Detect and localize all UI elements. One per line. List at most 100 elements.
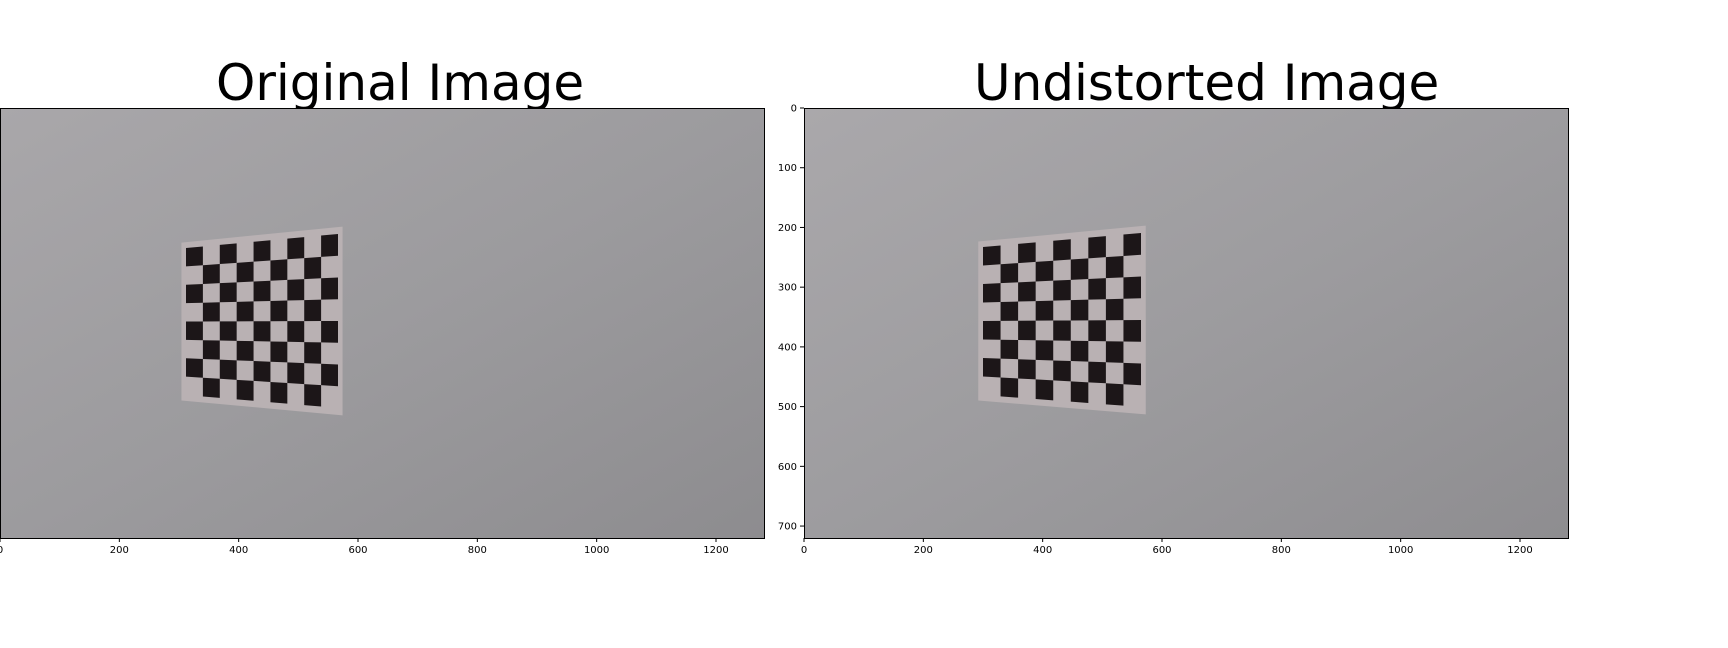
original-photo (0, 108, 765, 538)
original-board-square (321, 363, 338, 387)
original-board-square (219, 321, 237, 341)
original-board-square (270, 381, 288, 404)
original-x-axis: 0 200 400 600 800 1000 1200 (0, 538, 729, 556)
undistorted-board-square (983, 320, 1001, 340)
undistorted-board-square (1088, 236, 1106, 259)
original-board-square (186, 358, 203, 378)
original-x-tick-label: 1200 (703, 545, 728, 556)
original-board-square (270, 300, 288, 322)
original-image-title: Original Image (216, 54, 585, 112)
undistorted-board-square (1088, 320, 1106, 342)
original-board-square (321, 234, 338, 257)
original-x-tick-label: 0 (0, 545, 3, 556)
original-board-square (219, 282, 237, 303)
undistorted-y-tick-label: 200 (778, 223, 797, 234)
undistorted-board-square (1088, 361, 1106, 384)
undistorted-x-tick-label: 0 (801, 545, 807, 556)
original-board-square (186, 321, 203, 341)
undistorted-board-square (1070, 381, 1089, 403)
original-board-square (270, 259, 288, 281)
original-board-square (304, 299, 322, 322)
undistorted-board-square (1053, 320, 1071, 341)
undistorted-axes-frame (804, 108, 1569, 539)
undistorted-board-square (1018, 320, 1036, 341)
undistorted-x-tick-label: 1000 (1388, 545, 1413, 556)
undistorted-board-square (1070, 258, 1089, 280)
undistorted-board-square (983, 245, 1001, 266)
original-board-square (304, 384, 322, 407)
undistorted-x-tick-label: 400 (1033, 545, 1052, 556)
undistorted-photo (804, 108, 1569, 538)
undistorted-board-square (1123, 276, 1141, 299)
original-board-square (202, 302, 220, 322)
undistorted-board-square (1053, 279, 1071, 301)
original-board-square (186, 283, 203, 304)
original-checkerboard (181, 226, 343, 416)
original-axes-frame (0, 108, 765, 539)
original-board-square (321, 321, 338, 343)
undistorted-x-tick-label: 200 (914, 545, 933, 556)
undistorted-board-square (983, 283, 1001, 303)
undistorted-y-tick-label: 400 (778, 342, 797, 353)
original-board-square (287, 321, 305, 343)
undistorted-board-square (1035, 300, 1054, 321)
undistorted-board-square (1105, 298, 1124, 321)
original-board-square (202, 264, 220, 284)
undistorted-board-square (983, 358, 1001, 378)
undistorted-y-tick-label: 500 (778, 402, 797, 413)
undistorted-board-square (1053, 239, 1071, 261)
undistorted-board-square (1000, 301, 1019, 321)
undistorted-checkerboard (978, 225, 1146, 415)
original-board-square (202, 377, 220, 398)
undistorted-board-square (1035, 260, 1054, 282)
undistorted-board-square (1018, 281, 1036, 302)
undistorted-image-axes: 0 200 400 600 800 1000 1200 0 100 200 300 400 500 60… (770, 98, 1728, 568)
undistorted-x-axis: 0 200 400 600 800 1000 1200 (801, 538, 1533, 556)
original-board-square (236, 301, 254, 322)
original-board-square (236, 261, 254, 283)
undistorted-board-square (1000, 377, 1019, 398)
original-board-square (287, 362, 305, 385)
original-board-square (236, 379, 254, 401)
original-board-square (253, 361, 271, 382)
undistorted-board-square (1105, 383, 1124, 406)
undistorted-board-square (1070, 299, 1089, 321)
undistorted-board-square (1088, 278, 1106, 300)
undistorted-x-tick-label: 1200 (1507, 545, 1532, 556)
original-board-square (219, 359, 237, 380)
undistorted-board-square (1105, 341, 1124, 363)
original-x-tick-label: 600 (348, 545, 367, 556)
original-board-square (253, 280, 271, 302)
undistorted-y-tick-label: 0 (791, 104, 797, 115)
original-board-square (253, 240, 271, 262)
original-board-square (186, 246, 203, 267)
original-image-svg: 0 200 400 600 800 1000 1200 (0, 108, 765, 556)
original-x-tick-label: 400 (229, 545, 248, 556)
original-board-square (304, 256, 322, 280)
original-x-tick-label: 1000 (584, 545, 609, 556)
undistorted-board-square (1105, 255, 1124, 279)
original-board-square (321, 277, 338, 300)
original-x-tick-label: 800 (468, 545, 487, 556)
undistorted-image-svg: 0 200 400 600 800 1000 1200 0 100 200 300 400 500 60… (778, 104, 1569, 556)
undistorted-board-square (1035, 379, 1054, 401)
original-board-square (270, 341, 288, 363)
original-board-square (236, 340, 254, 362)
undistorted-y-tick-label: 700 (778, 522, 797, 533)
undistorted-board-square (1018, 242, 1036, 264)
undistorted-y-tick-label: 100 (778, 163, 797, 174)
undistorted-y-tick-label: 600 (778, 462, 797, 473)
undistorted-x-tick-label: 600 (1152, 545, 1171, 556)
undistorted-board-square (1070, 340, 1089, 362)
original-board-square (219, 243, 237, 265)
original-board-square (287, 279, 305, 301)
undistorted-board-square (1123, 233, 1141, 256)
undistorted-board-square (1053, 360, 1071, 382)
original-x-tick-label: 200 (110, 545, 129, 556)
original-board-square (287, 237, 305, 260)
undistorted-y-tick-label: 300 (778, 283, 797, 294)
undistorted-board-square (1123, 320, 1141, 342)
undistorted-y-axis: 0 100 200 300 400 500 600 700 (778, 104, 804, 533)
undistorted-x-tick-label: 800 (1272, 545, 1291, 556)
